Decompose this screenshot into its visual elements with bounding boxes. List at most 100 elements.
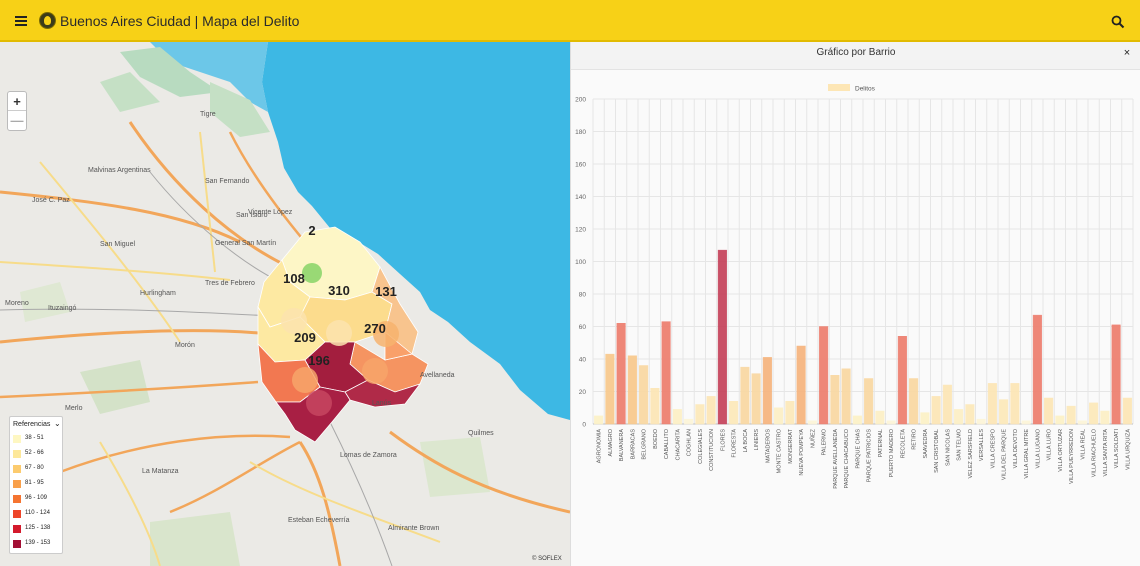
map-legend[interactable]: Referencias ⌄ 38 - 51 52 - 66 67 - 80 81 - …: [9, 416, 63, 554]
x-tick-label: PARQUE AVELLANEDA: [833, 429, 839, 489]
close-icon[interactable]: ×: [1119, 45, 1135, 61]
chart-bar: [920, 412, 930, 425]
x-tick-label: VILLA REAL: [1080, 429, 1086, 460]
map-place-label: Ituzaingó: [48, 305, 77, 312]
map-place-label: San Fernando: [205, 178, 249, 185]
cluster-label[interactable]: 209: [294, 330, 316, 345]
map-attribution: © SOFLEX: [532, 556, 562, 562]
legend-item: 81 - 95: [13, 478, 63, 490]
chevron-down-icon[interactable]: ⌄: [54, 419, 61, 428]
map-place-label: Merlo: [65, 405, 83, 412]
menu-icon[interactable]: [8, 8, 34, 34]
y-tick-label: 100: [575, 259, 586, 266]
x-tick-label: NUEVA POMPEYA: [799, 429, 805, 476]
chart-bar: [796, 345, 806, 425]
legend-swatch: [13, 510, 21, 518]
chart-legend-swatch: [828, 84, 850, 91]
x-tick-label: VILLA ORTUZAR: [1058, 429, 1064, 472]
chart-bar: [886, 420, 896, 425]
chart-bar: [1055, 415, 1065, 425]
zoom-in-button[interactable]: +: [8, 92, 26, 111]
chart-bar: [1044, 397, 1054, 425]
x-tick-label: VILLA URQUIZA: [1125, 429, 1131, 470]
legend-label: 96 - 109: [25, 495, 48, 501]
chart-panel: Gráfico por Barrio × 0 20 40 60 80 100 120 140 1…: [570, 42, 1140, 566]
chart-bar: [931, 396, 941, 425]
search-icon[interactable]: [1106, 10, 1130, 34]
chart-bar: [1089, 402, 1099, 425]
x-tick-label: PATERNAL: [878, 429, 884, 457]
x-tick-label: RETIRO: [912, 428, 918, 450]
chart-bar: [594, 415, 604, 425]
chart-bar: [706, 396, 716, 425]
legend-item: 139 - 153: [13, 538, 63, 550]
x-tick-label: CHACARITA: [675, 429, 681, 461]
legend-title: Referencias: [13, 421, 51, 428]
legend-swatch: [13, 435, 21, 443]
map-place-label: Lomas de Zamora: [340, 452, 397, 459]
x-tick-label: BALVANERA: [619, 429, 625, 462]
x-tick-label: VILLA CRESPO: [990, 428, 996, 468]
chart-bar: [616, 323, 626, 425]
y-tick-label: 160: [575, 162, 586, 169]
chart-bar: [864, 378, 874, 425]
chart-bar: [729, 401, 739, 425]
chart-bar: [1111, 324, 1121, 425]
x-tick-label: VILLA RIACHUELO: [1092, 428, 1098, 477]
chart-bar: [785, 401, 795, 425]
chart-bar: [1066, 405, 1076, 425]
chart-bar: [762, 357, 772, 425]
chart-bar: [942, 384, 952, 425]
chart-bar: [1010, 383, 1020, 425]
cluster-bubble[interactable]: [281, 308, 307, 334]
map-place-label: Almirante Brown: [388, 525, 439, 532]
map-place-label: General San Martín: [215, 240, 276, 247]
cluster-bubble[interactable]: [306, 390, 332, 416]
cluster-bubble[interactable]: [292, 367, 318, 393]
cluster-bubble[interactable]: [302, 263, 322, 283]
chart-bar: [976, 418, 986, 425]
panel-header: Gráfico por Barrio ×: [571, 42, 1140, 70]
map-place-label: San Miguel: [100, 241, 135, 248]
legend-label: 81 - 95: [25, 480, 44, 486]
chart-bar: [875, 410, 885, 425]
chart-bar: [1100, 410, 1110, 425]
chart-legend-label: Delitos: [855, 86, 876, 93]
cluster-label[interactable]: 108: [283, 271, 305, 286]
cluster-bubble[interactable]: [362, 358, 388, 384]
chart-bar: [987, 383, 997, 425]
legend-item: 38 - 51: [13, 433, 63, 445]
chart-bar: [897, 336, 907, 425]
cluster-label[interactable]: 270: [364, 321, 386, 336]
x-tick-label: VELEZ SARSFIELD: [968, 429, 974, 479]
legend-swatch: [13, 465, 21, 473]
cluster-bubble[interactable]: [373, 321, 399, 347]
cluster-bubble[interactable]: [326, 320, 352, 346]
x-tick-label: VILLA GRAL MITRE: [1024, 429, 1030, 479]
x-tick-label: BARRACAS: [630, 429, 636, 460]
chart-bar: [1077, 420, 1087, 425]
x-tick-label: BELGRANO: [642, 428, 648, 459]
y-tick-label: 140: [575, 194, 586, 201]
panel-title: Gráfico por Barrio: [816, 47, 896, 58]
cluster-label[interactable]: 131: [375, 284, 397, 299]
chart-bar: [684, 418, 694, 425]
crime-map[interactable]: Tigre San Fernando San Isidro Malvinas Arge…: [0, 42, 570, 566]
map-place-label: Tres de Febrero: [205, 280, 255, 287]
zoom-out-button[interactable]: —: [8, 111, 26, 130]
chart-bar: [807, 420, 817, 425]
chart-bar: [695, 404, 705, 425]
cluster-label[interactable]: 310: [328, 283, 350, 298]
x-tick-label: SAN TELMO: [957, 428, 963, 460]
x-tick-label: VILLA PUEYRREDON: [1069, 429, 1075, 484]
x-tick-label: VILLA SANTA RITA: [1103, 429, 1109, 477]
x-tick-label: MONSERRAT: [788, 428, 794, 463]
chart-bar: [740, 366, 750, 425]
x-tick-label: FLORESTA: [732, 429, 738, 458]
cluster-label[interactable]: 196: [308, 353, 330, 368]
map-place-label: Esteban Echeverría: [288, 517, 350, 524]
cluster-label[interactable]: 2: [308, 223, 316, 238]
legend-item: 52 - 66: [13, 448, 63, 460]
top-bar: Buenos Aires Ciudad | Mapa del Delito: [0, 0, 1140, 42]
x-tick-label: VILLA DEVOTO: [1013, 428, 1019, 468]
